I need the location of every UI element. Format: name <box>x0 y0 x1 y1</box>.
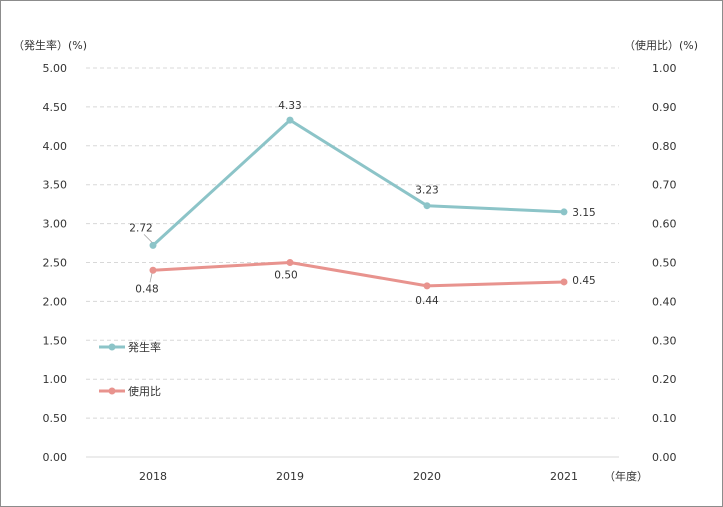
data-label: 0.44 <box>415 295 439 307</box>
data-label: 0.48 <box>135 283 158 295</box>
left-tick-label: 0.50 <box>43 412 68 425</box>
right-tick-label: 0.20 <box>652 373 677 386</box>
legend-label: 発生率 <box>128 340 161 354</box>
left-tick-label: 2.00 <box>43 295 68 308</box>
legend-swatch-marker <box>108 387 116 395</box>
left-tick-label: 3.00 <box>43 218 68 231</box>
x-tick-label: 2021 <box>550 470 578 483</box>
left-tick-label: 3.50 <box>43 179 68 192</box>
data-label: 4.33 <box>278 100 301 112</box>
left-tick-label: 0.00 <box>43 451 68 464</box>
data-point <box>423 202 431 210</box>
right-tick-label: 0.70 <box>652 179 677 192</box>
data-label: 0.50 <box>274 270 297 282</box>
right-tick-label: 0.50 <box>652 257 677 270</box>
left-tick-label: 1.50 <box>43 334 68 347</box>
data-point <box>149 241 157 249</box>
series-line-2 <box>152 261 565 288</box>
series-line-1 <box>151 118 565 247</box>
legend-label: 使用比 <box>128 385 161 398</box>
left-tick-label: 1.00 <box>43 373 68 386</box>
right-tick-label: 0.10 <box>652 412 677 425</box>
right-tick-label: 0.80 <box>652 140 677 153</box>
left-tick-label: 2.50 <box>43 257 68 270</box>
legend-swatch-marker <box>108 343 116 351</box>
x-tick-label: 2020 <box>413 470 441 483</box>
data-point <box>560 208 568 216</box>
right-tick-label: 0.60 <box>652 218 677 231</box>
left-tick-label: 4.50 <box>43 101 68 114</box>
data-label: 2.72 <box>129 222 152 234</box>
x-tick-label: 2019 <box>276 470 304 483</box>
data-point <box>149 266 157 274</box>
x-axis-unit: （年度） <box>604 469 648 483</box>
right-tick-label: 1.00 <box>652 62 677 75</box>
right-tick-label: 0.00 <box>652 451 677 464</box>
right-tick-label: 0.40 <box>652 295 677 308</box>
data-label-leader <box>143 234 153 243</box>
left-tick-label: 4.00 <box>43 140 68 153</box>
left-tick-label: 5.00 <box>43 62 68 75</box>
data-label-leader <box>149 273 153 283</box>
right-tick-label: 0.30 <box>652 334 677 347</box>
data-label: 3.23 <box>415 185 438 197</box>
data-point <box>423 282 431 290</box>
data-point <box>286 116 294 124</box>
data-label: 3.15 <box>572 207 595 219</box>
data-point <box>560 278 568 286</box>
data-label: 0.45 <box>572 275 595 287</box>
right-axis-title: （使用比）(%) <box>624 39 698 52</box>
left-axis-title: （発生率）(%) <box>13 38 87 52</box>
data-point <box>286 259 294 266</box>
x-tick-label: 2018 <box>139 470 167 483</box>
right-tick-label: 0.90 <box>652 101 677 114</box>
